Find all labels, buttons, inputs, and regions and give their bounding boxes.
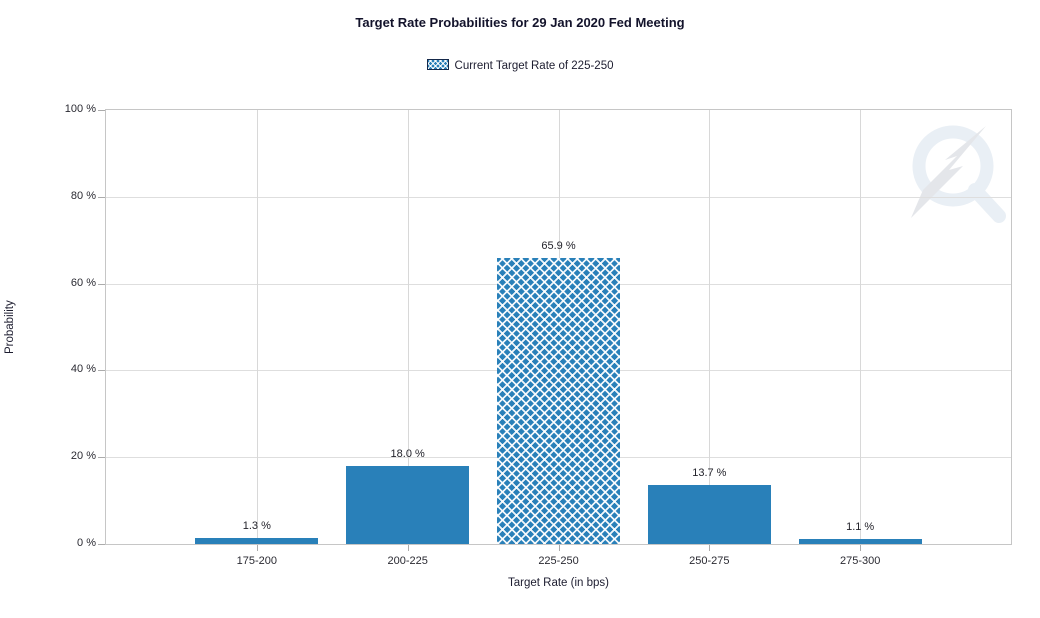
y-axis-tick-label-20: 20 % bbox=[70, 450, 96, 463]
y-axis-tick-60 bbox=[98, 283, 105, 285]
gridline-vertical-200-225 bbox=[407, 110, 409, 544]
y-axis-title: Probability bbox=[4, 300, 16, 354]
y-axis-tick-20 bbox=[98, 457, 105, 459]
x-axis-tick-275-300 bbox=[860, 545, 862, 551]
y-axis-tick-label-80: 80 % bbox=[70, 189, 96, 202]
y-axis-tick-80 bbox=[98, 196, 105, 198]
legend-crosshatch-swatch-icon bbox=[426, 59, 449, 70]
chart-title: Target Rate Probabilities for 29 Jan 202… bbox=[355, 15, 685, 30]
bar-value-label-175-200: 1.3 % bbox=[242, 520, 271, 533]
gridline-vertical-275-300 bbox=[860, 110, 862, 544]
y-axis-tick-0 bbox=[98, 544, 105, 545]
bar-value-label-250-275: 13.7 % bbox=[692, 466, 727, 479]
y-axis-tick-label-0: 0 % bbox=[77, 537, 96, 549]
x-axis-category-label-200-225: 200-225 bbox=[387, 555, 428, 567]
legend-label: Current Target Rate of 225-250 bbox=[454, 60, 614, 72]
bar-200-225 bbox=[346, 465, 470, 544]
bar-value-label-200-225: 18.0 % bbox=[390, 447, 425, 460]
x-axis-category-label-275-300: 275-300 bbox=[839, 555, 881, 567]
x-axis-category-label-250-275: 250-275 bbox=[689, 555, 730, 567]
bar-275-300 bbox=[798, 539, 922, 544]
plot-area: 1.3 % 18.0 % 65.9 % 13.7 % 1.1 % bbox=[105, 109, 1012, 545]
bar-225-250 bbox=[497, 258, 620, 544]
y-axis-tick-label-100: 100 % bbox=[64, 103, 96, 115]
x-axis-tick-250-275 bbox=[709, 545, 711, 551]
x-axis-category-label-175-200: 175-200 bbox=[236, 555, 278, 567]
x-axis-category-label-225-250: 225-250 bbox=[538, 555, 579, 567]
y-axis-tick-label-40: 40 % bbox=[70, 363, 96, 376]
gridline-vertical-250-275 bbox=[709, 110, 711, 544]
y-axis-tick-label-60: 60 % bbox=[70, 276, 96, 289]
bar-value-label-275-300: 1.1 % bbox=[846, 521, 875, 534]
chart-legend: Current Target Rate of 225-250 bbox=[0, 59, 1040, 72]
y-axis-tick-40 bbox=[98, 370, 105, 372]
quantower-watermark-icon bbox=[911, 125, 1006, 223]
bar-value-label-225-250: 65.9 % bbox=[541, 239, 576, 252]
gridline-vertical-175-200 bbox=[256, 110, 258, 544]
x-axis-tick-200-225 bbox=[407, 545, 409, 551]
y-axis-tick-100 bbox=[98, 110, 105, 111]
x-axis-tick-175-200 bbox=[256, 545, 258, 551]
x-axis-title: Target Rate (in bps) bbox=[508, 577, 609, 589]
bar-175-200 bbox=[195, 538, 319, 544]
bar-250-275 bbox=[647, 484, 771, 544]
x-axis-tick-225-250 bbox=[558, 545, 560, 551]
